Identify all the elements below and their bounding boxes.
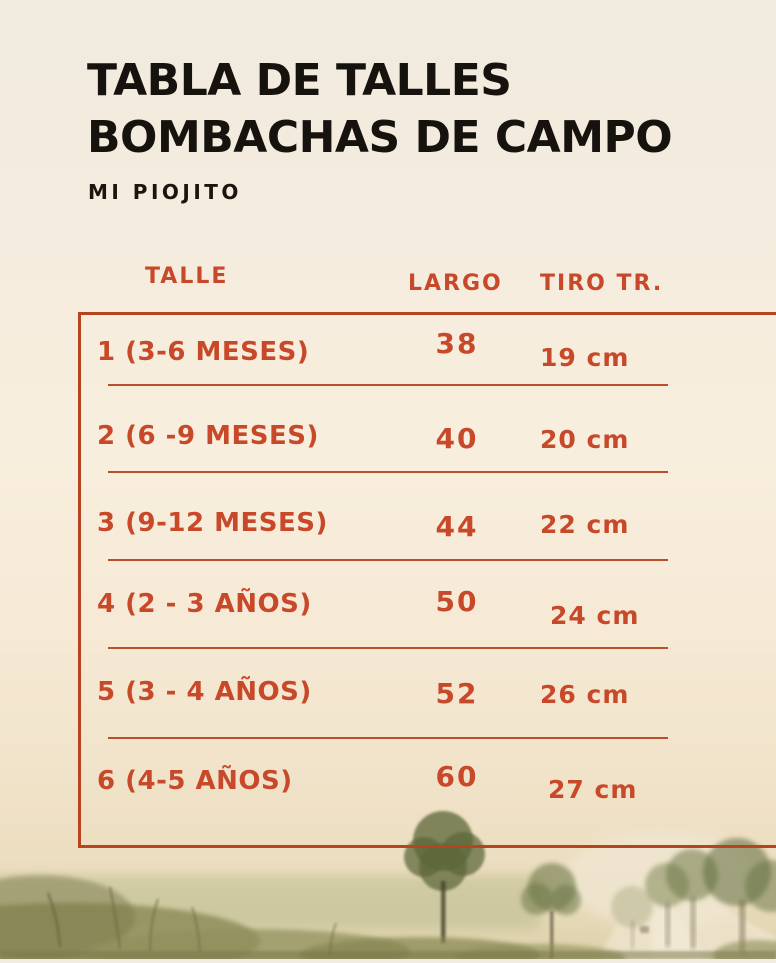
cell-talle: 1 (3-6 MESES) [97, 337, 310, 367]
cell-talle: 2 (6 -9 MESES) [97, 421, 319, 451]
title-line-2: BOMBACHAS DE CAMPO [87, 112, 673, 163]
table-border-frame [78, 312, 776, 848]
landscape-illustration [0, 679, 776, 963]
cell-largo: 50 [435, 585, 479, 618]
distant-vehicle [640, 926, 649, 933]
cell-tiro: 19 cm [540, 343, 630, 372]
cell-largo: 44 [435, 510, 479, 543]
tree-large [404, 811, 485, 943]
cell-tiro: 27 cm [548, 775, 638, 804]
tree-middle [521, 863, 581, 959]
cell-largo: 52 [435, 677, 479, 710]
tree-row-right [611, 838, 776, 953]
table-row: 6 (4-5 AÑOS) 60 27 cm [0, 762, 776, 805]
cell-largo: 40 [435, 422, 479, 455]
column-header-talle: TALLE [145, 264, 229, 289]
cell-largo: 38 [435, 327, 479, 360]
row-divider [108, 384, 668, 386]
column-header-tiro: TIRO TR. [540, 271, 664, 296]
row-divider [108, 737, 668, 739]
cell-largo: 60 [435, 760, 479, 793]
row-divider [108, 647, 668, 649]
cell-tiro: 20 cm [540, 425, 630, 454]
cell-talle: 6 (4-5 AÑOS) [97, 766, 293, 796]
table-row: 5 (3 - 4 AÑOS) 52 26 cm [0, 677, 776, 711]
cell-tiro: 22 cm [540, 510, 630, 539]
cell-talle: 4 (2 - 3 AÑOS) [97, 589, 312, 619]
page-title: TABLA DE TALLES BOMBACHAS DE CAMPO [87, 52, 673, 166]
table-row: 2 (6 -9 MESES) 40 20 cm [0, 421, 776, 455]
column-header-largo: LARGO [408, 271, 503, 296]
cell-talle: 5 (3 - 4 AÑOS) [97, 677, 312, 707]
row-divider [108, 559, 668, 561]
table-row: 4 (2 - 3 AÑOS) 50 24 cm [0, 585, 776, 631]
title-line-1: TABLA DE TALLES [87, 55, 512, 106]
row-divider [108, 471, 668, 473]
cell-tiro: 24 cm [550, 601, 640, 630]
landscape-photo [0, 679, 776, 963]
table-row: 1 (3-6 MESES) 38 19 cm [0, 329, 776, 373]
cell-talle: 3 (9-12 MESES) [97, 508, 328, 538]
grass-foreground [0, 875, 776, 963]
brand-name: MI PIOJITO [88, 180, 242, 204]
cell-tiro: 26 cm [540, 680, 630, 709]
table-row: 3 (9-12 MESES) 44 22 cm [0, 508, 776, 542]
